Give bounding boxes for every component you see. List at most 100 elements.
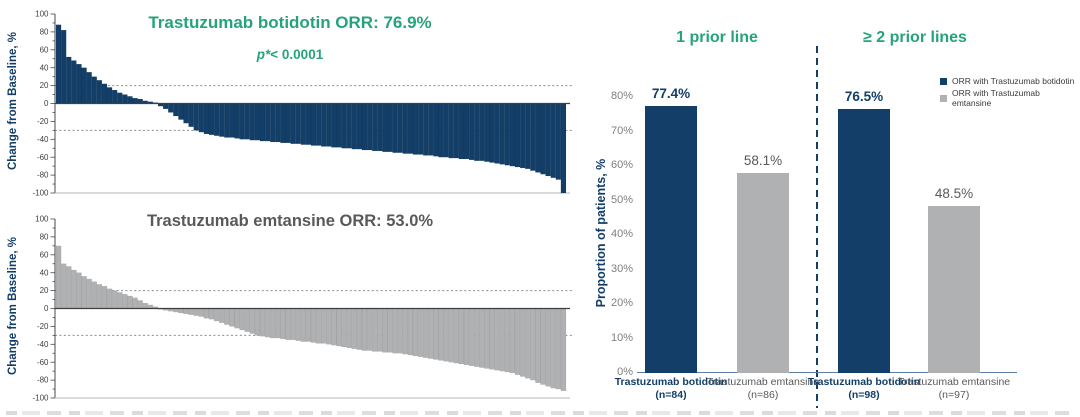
patient-bar	[275, 308, 281, 339]
group-title-1-prior-line: 1 prior line	[676, 29, 758, 46]
patient-bar	[499, 103, 506, 165]
patient-bar	[132, 97, 138, 104]
patient-bar	[397, 308, 404, 354]
y-tick-label: 20	[40, 81, 49, 90]
patient-bar	[218, 308, 225, 324]
x-axis-label: Trastuzumab emtansine (n=86)	[698, 376, 828, 402]
x-axis-label: Trastuzumab botidotin (n=98)	[799, 376, 929, 402]
patient-bar	[341, 103, 347, 149]
y-tick-label: 80	[40, 233, 49, 242]
patient-bar	[560, 103, 567, 194]
patient-bar	[305, 103, 312, 145]
patient-bar	[111, 89, 118, 104]
patient-bar	[458, 308, 465, 365]
patient-bar	[60, 29, 67, 104]
patient-bar	[484, 103, 490, 162]
patient-bar	[116, 92, 123, 104]
patient-bar	[213, 103, 220, 136]
patient-bar	[300, 308, 307, 342]
patient-bar	[494, 103, 500, 164]
patient-bar	[545, 308, 551, 387]
orr-bar	[838, 109, 890, 373]
x-axis-treatment-label: Trastuzumab emtansine	[706, 376, 820, 388]
y-tick-label: 80%	[610, 90, 633, 102]
y-tick-label: 100	[35, 215, 49, 224]
x-axis-treatment-label: Trastuzumab botidotin	[807, 376, 921, 388]
patient-bar	[285, 103, 291, 144]
patient-bar	[397, 103, 404, 153]
patient-bar	[315, 308, 322, 344]
group-divider-dashed-line	[816, 46, 818, 408]
x-axis-n-label: (n=97)	[938, 389, 970, 401]
patient-bar	[336, 308, 342, 347]
patient-bar	[234, 308, 240, 329]
x-axis-label: Trastuzumab botidotin (n=84)	[606, 376, 736, 402]
p-value-number: < 0.0001	[270, 47, 324, 62]
y-tick-label: 60%	[610, 159, 633, 171]
patient-bar	[535, 308, 541, 383]
patient-bar	[525, 308, 531, 379]
patient-bar	[468, 308, 475, 366]
patient-bar	[198, 103, 205, 133]
p-value-symbol: p*	[256, 47, 271, 62]
patient-bar	[285, 308, 291, 341]
y-tick-label: 0	[44, 99, 49, 108]
x-axis-n-label: (n=84)	[655, 389, 687, 401]
patient-bar	[275, 103, 281, 143]
patient-bar	[178, 103, 184, 120]
patient-bar	[530, 103, 536, 171]
patient-bar	[417, 308, 424, 358]
y-tick-label: -60	[37, 358, 49, 367]
patient-bar	[468, 103, 475, 161]
y-tick-label: 100	[35, 10, 49, 19]
patient-bar	[392, 103, 398, 153]
patient-bar	[387, 308, 393, 353]
patient-bar	[428, 308, 434, 359]
patient-bar	[259, 308, 266, 337]
x-axis-treatment-label: Trastuzumab emtansine	[897, 376, 1011, 388]
bar-value-label: 77.4%	[651, 85, 691, 101]
patient-bar	[183, 308, 189, 315]
patient-bar	[560, 308, 567, 392]
y-tick-label: -100	[32, 189, 49, 198]
patient-bar	[198, 308, 205, 317]
patient-bar	[65, 266, 72, 309]
group-title-2plus-prior-lines: ≥ 2 prior lines	[863, 29, 967, 46]
y-tick-label: 60	[40, 45, 49, 54]
patient-bar	[540, 103, 546, 175]
patient-bar	[101, 83, 108, 104]
patient-bar	[504, 103, 511, 166]
patient-bar	[178, 308, 184, 314]
legend-item: ORR with Trastuzumab botidotin	[940, 76, 1080, 86]
y-tick-label: 20%	[610, 297, 633, 309]
patient-bar	[392, 308, 398, 354]
patient-bar	[96, 80, 103, 104]
patient-bar	[519, 308, 526, 377]
patient-bar	[213, 308, 220, 322]
patient-bar	[453, 308, 460, 364]
patient-bar	[351, 308, 358, 349]
patient-bar	[137, 98, 143, 104]
patient-bar	[382, 308, 388, 353]
patient-bar	[377, 308, 383, 352]
patient-bar	[76, 63, 82, 104]
patient-bar	[193, 308, 199, 316]
patient-bar	[382, 103, 388, 153]
waterfall-1-plot: 100 80 60 40 20 0 -20 -40 -60 -80 -100	[32, 10, 573, 198]
patient-bar	[86, 71, 92, 104]
x-axis-n-label: (n=86)	[747, 389, 779, 401]
legend-swatch	[940, 77, 947, 85]
patient-bar	[326, 308, 332, 345]
patient-bar	[122, 94, 128, 104]
patient-bar	[188, 308, 194, 315]
patient-bar	[188, 103, 194, 127]
legend: ORR with Trastuzumab botidotin ORR with T…	[940, 76, 1080, 110]
y-tick-label: 40	[40, 63, 49, 72]
patient-bar	[423, 308, 429, 358]
y-tick-label: 60	[40, 250, 49, 259]
x-axis-n-label: (n=98)	[848, 389, 880, 401]
patient-bar	[224, 103, 230, 138]
patient-bar	[372, 103, 378, 152]
legend-label: ORR with Trastuzumab emtansine	[952, 88, 1040, 108]
patient-bar	[162, 103, 169, 110]
